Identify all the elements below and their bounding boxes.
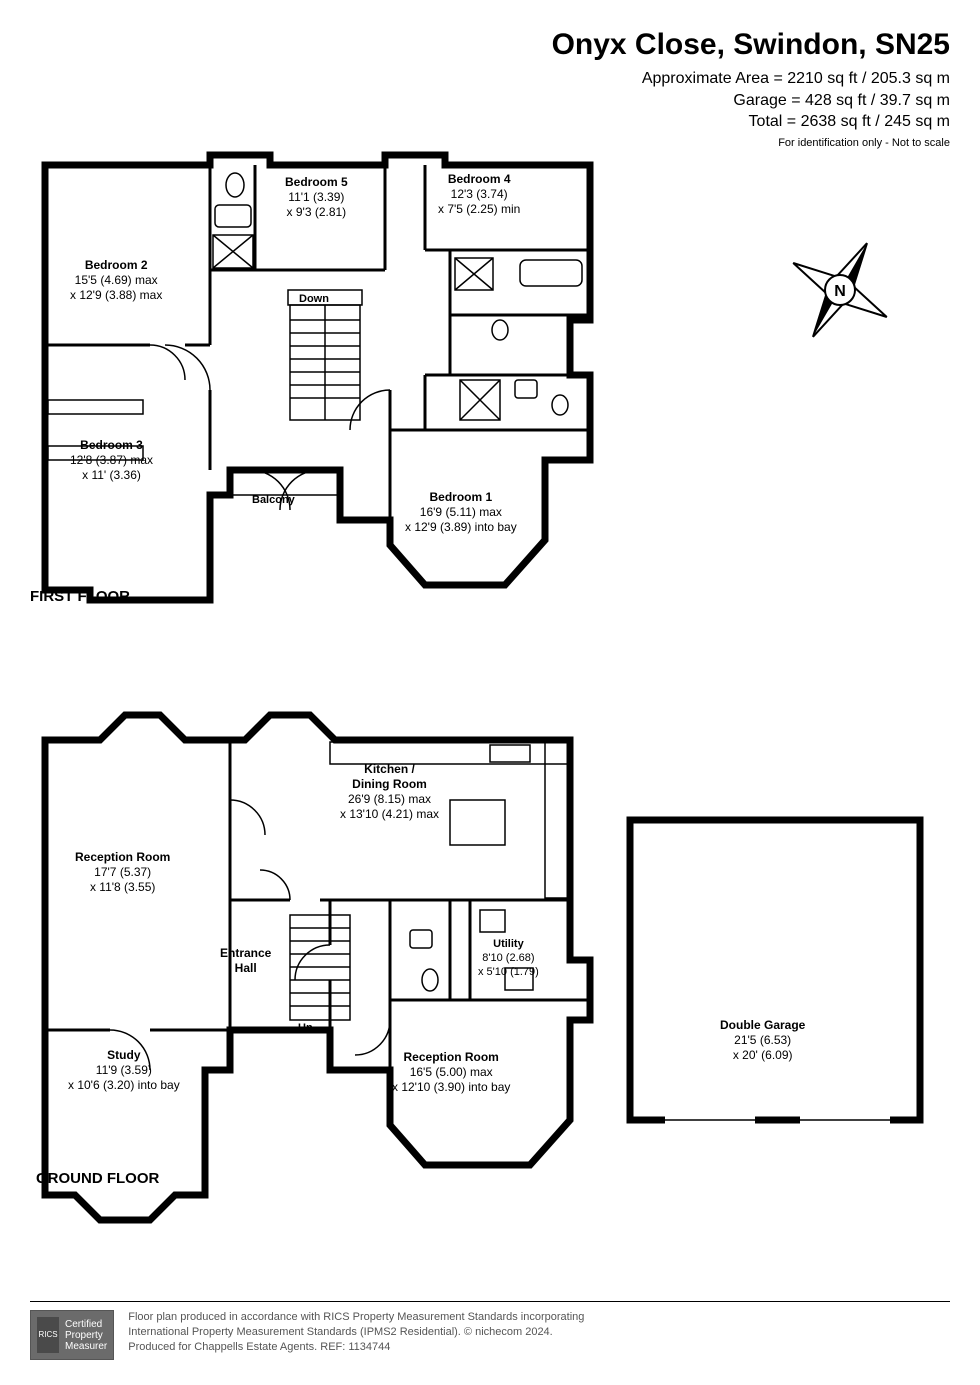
label-study: Study 11'9 (3.59) x 10'6 (3.20) into bay xyxy=(68,1048,180,1093)
label-kitchen: Kitchen / Dining Room 26'9 (8.15) max x … xyxy=(340,762,439,822)
total-line: Total = 2638 sq ft / 245 sq m xyxy=(552,111,950,133)
label-reception-right: Reception Room 16'5 (5.00) max x 12'10 (… xyxy=(392,1050,510,1095)
footer-line2: International Property Measurement Stand… xyxy=(128,1325,584,1340)
ground-floor-label: GROUND FLOOR xyxy=(36,1170,159,1187)
area-line: Approximate Area = 2210 sq ft / 205.3 sq… xyxy=(552,68,950,90)
label-bedroom4: Bedroom 4 12'3 (3.74) x 7'5 (2.25) min xyxy=(438,172,520,217)
header-block: Onyx Close, Swindon, SN25 Approximate Ar… xyxy=(552,28,950,149)
label-utility: Utility 8'10 (2.68) x 5'10 (1.79) xyxy=(478,938,539,979)
garage-line: Garage = 428 sq ft / 39.7 sq m xyxy=(552,90,950,112)
label-bedroom2: Bedroom 2 15'5 (4.69) max x 12'9 (3.88) … xyxy=(70,258,162,303)
label-reception-left: Reception Room 17'7 (5.37) x 11'8 (3.55) xyxy=(75,850,170,895)
first-floor-plan xyxy=(30,150,650,620)
compass-letter: N xyxy=(834,283,846,300)
compass-icon: N xyxy=(780,230,900,350)
label-bedroom3: Bedroom 3 12'8 (3.87) max x 11' (3.36) xyxy=(70,438,153,483)
label-up: Up xyxy=(298,1022,313,1034)
rics-logo-icon: RICS xyxy=(37,1317,59,1353)
label-garage: Double Garage 21'5 (6.53) x 20' (6.09) xyxy=(720,1018,805,1063)
footer-line1: Floor plan produced in accordance with R… xyxy=(128,1310,584,1325)
label-entrance: Entrance Hall xyxy=(220,946,271,976)
label-balcony: Balcony xyxy=(252,494,295,506)
page-title: Onyx Close, Swindon, SN25 xyxy=(552,28,950,62)
rics-badge: RICS Certified Property Measurer xyxy=(30,1310,114,1360)
label-bedroom1: Bedroom 1 16'9 (5.11) max x 12'9 (3.89) … xyxy=(405,490,517,535)
footer: RICS Certified Property Measurer Floor p… xyxy=(30,1301,950,1360)
badge-line1: Certified xyxy=(65,1319,107,1330)
label-down: Down xyxy=(299,293,329,305)
footer-line3: Produced for Chappells Estate Agents. RE… xyxy=(128,1340,584,1355)
badge-line3: Measurer xyxy=(65,1341,107,1352)
disclaimer: For identification only - Not to scale xyxy=(552,137,950,149)
badge-line2: Property xyxy=(65,1330,107,1341)
first-floor-label: FIRST FLOOR xyxy=(30,588,130,605)
label-bedroom5: Bedroom 5 11'1 (3.39) x 9'3 (2.81) xyxy=(285,175,348,220)
footer-text: Floor plan produced in accordance with R… xyxy=(128,1310,584,1355)
